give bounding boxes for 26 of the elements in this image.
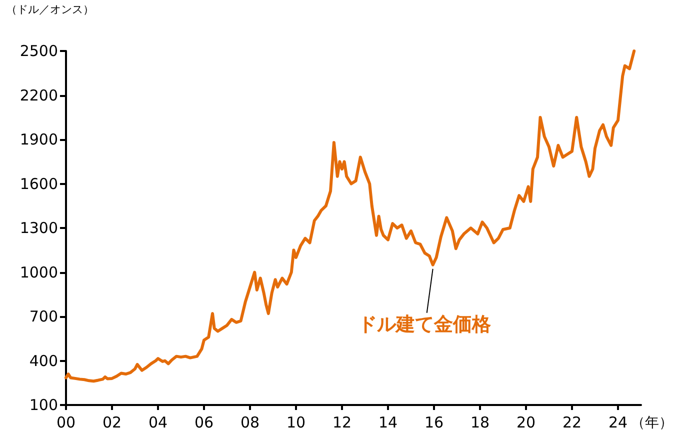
- x-tick-label: 00: [56, 414, 76, 432]
- x-tick-label: 16: [424, 414, 444, 432]
- x-tick-label: 12: [332, 414, 352, 432]
- line-series: [64, 50, 636, 383]
- y-tick-label: 400: [29, 352, 58, 370]
- y-axis-title: （ドル／オンス）: [6, 3, 94, 16]
- x-tick-label: 02: [102, 414, 122, 432]
- x-tick-label: 06: [194, 414, 214, 432]
- x-tick-label: 24: [608, 414, 628, 432]
- y-tick-label: 100: [29, 396, 58, 414]
- y-tick-label: 1000: [20, 263, 58, 282]
- y-tick-label: 700: [29, 308, 58, 326]
- x-axis-title: （年）: [631, 415, 673, 431]
- x-tick-label: 22: [562, 414, 582, 432]
- x-tick-label: 14: [378, 414, 398, 432]
- y-tick-label: 2200: [20, 86, 58, 104]
- text: ドル建て金価格: [358, 313, 492, 336]
- y-tick-label: 1600: [20, 174, 58, 193]
- y-tick-label: 1300: [20, 219, 58, 237]
- x-tick-label: 18: [470, 414, 490, 432]
- x-tick-label: 08: [240, 414, 260, 432]
- x-tick-label: 04: [148, 414, 168, 432]
- x-tick-label: 10: [286, 414, 306, 432]
- x-tick-label: 20: [516, 414, 536, 432]
- y-tick-label: 1900: [20, 130, 58, 148]
- y-tick-label: 2500: [20, 42, 58, 60]
